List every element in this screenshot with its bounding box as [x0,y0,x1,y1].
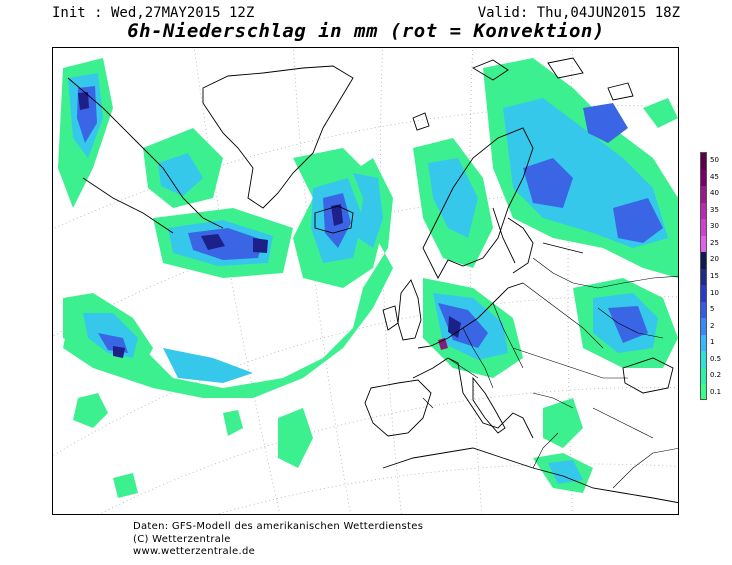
precip-convective [438,338,448,350]
precip-light [58,58,678,498]
legend-label: 0.1 [710,387,722,396]
legend-swatch [701,334,706,352]
legend-swatch [701,252,706,269]
legend-label: 40 [710,189,719,198]
legend-label: 50 [710,156,719,165]
map-title: 6h-Niederschlag in mm (rot = Konvektion) [127,20,605,42]
legend-label: 15 [710,272,719,280]
map-canvas [53,48,678,514]
legend-swatch [701,318,706,335]
legend-swatch [701,186,706,203]
precip-legend: 50 45 40 35 30 25 20 15 10 5 2 1 0.5 0.2 0.1 [700,148,730,404]
data-credits: Daten: GFS-Modell des amerikanischen Wet… [133,521,423,559]
legend-label: 5 [710,305,715,314]
legend-swatch [701,268,706,286]
copyright: (C) Wetterzentrale [133,533,231,545]
legend-color-bar [700,152,707,400]
legend-label: 2 [710,321,715,330]
legend-label: 10 [710,288,719,297]
legend-swatch [701,153,706,170]
legend-label: 45 [710,172,719,181]
precipitation-map [52,47,679,515]
legend-label: 35 [710,205,719,214]
data-source: Daten: GFS-Modell des amerikanischen Wet… [133,521,424,532]
legend-swatch [701,351,706,368]
init-time: Init : Wed,27MAY2015 12Z [52,5,255,21]
legend-label: 30 [710,222,719,231]
website-link[interactable]: www.wetterzentrale.de [133,546,256,557]
legend-swatch [701,169,706,187]
legend-label: 0.5 [710,354,722,363]
legend-swatch [701,367,706,385]
precip-core [78,92,461,358]
legend-label: 0.2 [710,371,722,380]
legend-swatch [701,384,706,399]
legend-label: 25 [710,238,719,247]
legend-label: 1 [710,338,715,347]
legend-swatch [701,202,706,220]
legend-swatch [701,285,706,302]
legend-swatch [701,301,706,319]
legend-swatch [701,219,706,236]
country-borders [422,257,678,489]
legend-swatch [701,235,706,253]
legend-label: 20 [710,255,719,264]
valid-time: Valid: Thu,04JUN2015 18Z [477,5,680,21]
